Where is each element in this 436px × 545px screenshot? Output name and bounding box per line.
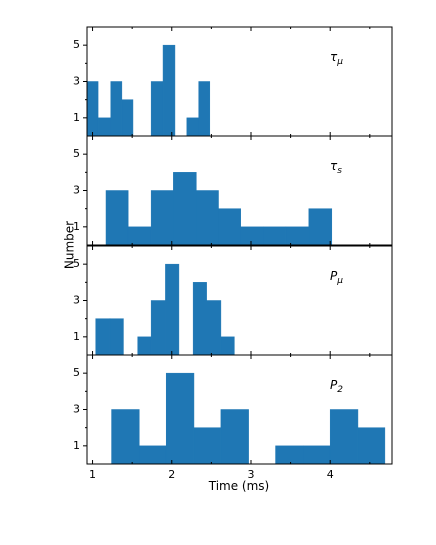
y-tick-label: 3 [73, 294, 80, 307]
histogram-bar [220, 409, 249, 465]
histogram-bar [111, 409, 140, 465]
x-tick-label: 4 [327, 468, 334, 481]
y-tick-label: 5 [73, 366, 80, 379]
x-tick-label: 2 [168, 468, 175, 481]
histogram-bar [196, 190, 219, 246]
histogram-bar [150, 190, 174, 246]
histogram-bar [150, 300, 166, 356]
y-tick-label: 3 [73, 184, 80, 197]
x-tick-label: 3 [247, 468, 254, 481]
y-tick-label: 1 [73, 439, 80, 452]
panel-label: P2 [330, 378, 343, 395]
histogram-bar [105, 190, 129, 246]
histogram-bar [137, 336, 152, 356]
histogram-bar [240, 226, 264, 246]
x-tick-label: 1 [89, 468, 96, 481]
y-tick-label: 5 [73, 38, 80, 51]
panel-label: Pμ [330, 269, 343, 286]
y-tick-label: 1 [73, 330, 80, 343]
y-axis-label: Number [63, 221, 77, 269]
histogram-bar [192, 282, 207, 356]
y-tick-label: 3 [73, 403, 80, 416]
histogram-bar [165, 263, 180, 356]
histogram-bar [193, 427, 222, 465]
histogram-bar [285, 226, 310, 246]
histogram-bar [220, 336, 235, 356]
y-tick-label: 3 [73, 75, 80, 88]
y-tick-label: 1 [73, 111, 80, 124]
histogram-bar [121, 99, 134, 137]
histogram-bar [162, 44, 176, 137]
histogram-bar [329, 409, 359, 465]
histogram-bar [95, 318, 111, 356]
histogram-bar [263, 226, 287, 246]
histogram-bar [110, 81, 123, 137]
histogram-bar [139, 445, 167, 465]
histogram-bar [303, 445, 331, 465]
x-axis-label: Time (ms) [208, 479, 270, 493]
histogram-bar [109, 318, 124, 356]
histogram-bar [206, 300, 222, 356]
histogram-bar [97, 117, 112, 137]
histogram-bar [357, 427, 386, 465]
histogram-bar [173, 172, 197, 246]
histogram-bar [218, 208, 241, 246]
histogram-bar [198, 81, 211, 137]
panel-frame [86, 245, 393, 356]
histogram-bar [186, 117, 199, 137]
histogram-bar [165, 372, 195, 465]
histogram-bar [150, 81, 164, 137]
y-tick-label: 5 [73, 257, 80, 270]
histogram-bar [127, 226, 152, 246]
y-tick-label: 1 [73, 220, 80, 233]
histogram-bar [308, 208, 333, 246]
panel-label: τμ [330, 50, 343, 67]
panel-label: τs [330, 159, 342, 176]
histogram-bar [275, 445, 304, 465]
histogram-bar [86, 81, 99, 137]
y-tick-label: 5 [73, 147, 80, 160]
